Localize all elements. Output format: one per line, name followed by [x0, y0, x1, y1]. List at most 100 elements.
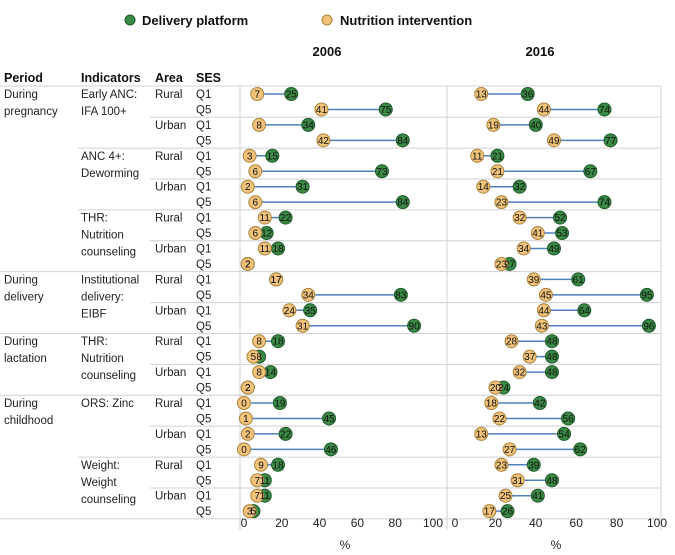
area-label: Urban — [155, 367, 186, 379]
delivery-value-label: 31 — [297, 182, 309, 193]
delivery-value-label: 17 — [271, 275, 283, 286]
period-label: delivery — [4, 291, 44, 303]
indicator-label: EIBF — [81, 308, 107, 320]
nutrition-value-label: 2 — [245, 182, 251, 193]
nutrition-point — [240, 179, 255, 194]
ses-label: Q5 — [196, 475, 211, 487]
indicator-label: delivery: — [81, 291, 124, 303]
delivery-point — [597, 102, 612, 117]
delivery-value-label: 52 — [554, 213, 566, 224]
ses-label: Q1 — [196, 120, 211, 132]
nutrition-point — [512, 210, 527, 225]
ses-label: Q1 — [196, 429, 211, 441]
nutrition-point — [248, 195, 263, 210]
delivery-point — [323, 442, 338, 457]
nutrition-point — [237, 396, 251, 410]
period-label: During — [4, 398, 38, 410]
delivery-point — [573, 442, 588, 457]
header-area: Area — [155, 71, 184, 85]
x-tick-label: 80 — [610, 516, 624, 530]
area-label: Urban — [155, 182, 186, 194]
nutrition-point — [250, 473, 265, 488]
nutrition-point — [494, 457, 509, 472]
delivery-point — [284, 87, 299, 101]
delivery-value-label: 2 — [245, 383, 251, 394]
delivery-value-label: 48 — [546, 476, 558, 487]
delivery-value-label: 53 — [556, 229, 568, 240]
ses-label: Q5 — [196, 104, 211, 116]
delivery-value-label: 11 — [260, 491, 271, 502]
area-label: Urban — [155, 429, 186, 441]
area-label: Urban — [155, 120, 186, 132]
area-label: Rural — [155, 336, 182, 348]
area-label: Urban — [155, 305, 186, 317]
period-label: During — [4, 89, 38, 101]
delivery-point — [393, 287, 408, 302]
x-axis-label-2016: % — [551, 538, 562, 552]
nutrition-value-label: 19 — [488, 120, 500, 131]
delivery-value-label: 42 — [534, 399, 546, 410]
delivery-point — [583, 164, 598, 179]
area-label: Urban — [155, 491, 186, 503]
nutrition-value-label: 32 — [514, 368, 526, 379]
nutrition-point — [238, 411, 253, 426]
delivery-value-label: 11 — [260, 476, 271, 487]
delivery-value-label: 32 — [514, 182, 526, 193]
nutrition-value-label: 1 — [243, 414, 249, 425]
ses-label: Q5 — [196, 383, 211, 395]
indicator-label: Weight: — [81, 460, 120, 472]
nutrition-point — [512, 365, 527, 380]
delivery-point — [528, 117, 543, 132]
delivery-value-label: 95 — [641, 290, 653, 301]
nutrition-value-label: 7 — [254, 90, 260, 101]
header-period: Period — [4, 71, 43, 85]
nutrition-value-label: 11 — [260, 213, 271, 224]
ses-label: Q1 — [196, 491, 211, 503]
nutrition-value-label: 44 — [538, 105, 550, 116]
nutrition-value-label: 23 — [496, 259, 508, 270]
indicator-label: Nutrition — [81, 230, 124, 242]
ses-label: Q5 — [196, 197, 211, 209]
nutrition-value-label: 11 — [260, 244, 271, 255]
delivery-value-label: 54 — [559, 429, 571, 440]
area-label: Rural — [155, 398, 182, 410]
x-axis-label-2006: % — [340, 538, 351, 552]
delivery-value-label: 48 — [546, 352, 558, 363]
ses-label: Q5 — [196, 321, 211, 333]
nutrition-value-label: 8 — [256, 337, 262, 348]
nutrition-point — [252, 117, 267, 132]
area-label: Urban — [155, 244, 186, 256]
nutrition-point — [482, 504, 497, 519]
nutrition-value-label: 23 — [496, 198, 508, 209]
delivery-value-label: 41 — [532, 491, 544, 502]
delivery-point — [301, 117, 316, 132]
nutrition-value-label: 3 — [247, 151, 253, 162]
delivery-point — [603, 133, 618, 148]
indicator-label: THR: — [81, 213, 108, 225]
area-label: Rural — [155, 89, 182, 101]
nutrition-point — [242, 504, 257, 519]
delivery-value-label: 64 — [579, 306, 591, 317]
legend-nutrition-label: Nutrition intervention — [340, 13, 472, 28]
delivery-value-label: 48 — [546, 368, 558, 379]
delivery-point — [544, 365, 559, 380]
nutrition-value-label: 3 — [247, 507, 253, 518]
panel-title-2016: 2016 — [526, 44, 555, 59]
indicator-label: counseling — [81, 370, 136, 382]
delivery-point — [639, 287, 654, 302]
ses-label: Q1 — [196, 244, 211, 256]
delivery-point — [278, 210, 293, 225]
nutrition-value-label: 8 — [256, 120, 262, 131]
legend: Delivery platform Nutrition intervention — [124, 13, 472, 28]
nutrition-value-label: 45 — [540, 290, 552, 301]
delivery-value-label: 73 — [376, 167, 388, 178]
nutrition-value-label: 20 — [490, 383, 502, 394]
delivery-value-label: 12 — [261, 229, 273, 240]
nutrition-point — [546, 133, 561, 148]
delivery-value-label: 49 — [548, 244, 560, 255]
delivery-value-label: 56 — [563, 414, 575, 425]
delivery-point — [555, 226, 570, 241]
delivery-value-label: 14 — [265, 368, 277, 379]
indicator-label: ORS: Zinc — [81, 398, 134, 410]
